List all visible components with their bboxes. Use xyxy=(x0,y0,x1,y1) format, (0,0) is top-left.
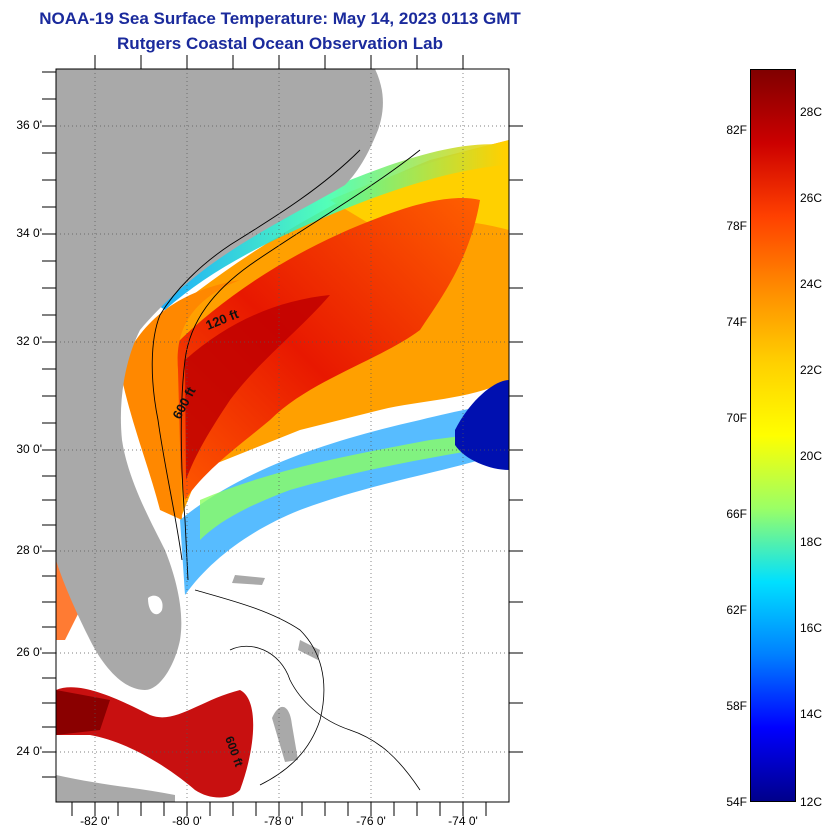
lat-label-30: 30 0' xyxy=(16,442,42,456)
colorbar-label-12c: 12C xyxy=(800,795,823,809)
lon-label-76: -76 0' xyxy=(356,814,386,828)
gulf-stream-hot-core xyxy=(185,295,330,480)
colorbar-label-58f: 58F xyxy=(726,699,747,713)
lon-label-74: -74 0' xyxy=(448,814,478,828)
contour-120ft xyxy=(151,149,361,561)
land-grand-bahama xyxy=(232,575,265,585)
cold-eddy xyxy=(455,380,509,470)
gulf-stream-core xyxy=(174,198,480,500)
lon-label-82: -82 0' xyxy=(80,814,110,828)
temperature-colorbar xyxy=(750,69,796,802)
plot-frame xyxy=(55,68,510,803)
land-cuba xyxy=(56,775,175,802)
colorbar-label-22c: 22C xyxy=(800,363,823,377)
map-subtitle: Rutgers Coastal Ocean Observation Lab xyxy=(117,34,443,53)
colorbar-label-20c: 20C xyxy=(800,449,823,463)
lat-label-36: 36 0' xyxy=(16,118,42,132)
colorbar-label-24c: 24C xyxy=(800,277,823,291)
colorbar-label-74f: 74F xyxy=(726,315,747,329)
colorbar-label-26c: 26C xyxy=(800,191,823,205)
contour-bahamas-bank xyxy=(229,645,421,791)
lon-label-80: -80 0' xyxy=(172,814,202,828)
lat-label-34: 34 0' xyxy=(16,226,42,240)
colorbar-label-18c: 18C xyxy=(800,535,823,549)
lake-okeechobee xyxy=(148,595,163,615)
gulf-warm-core xyxy=(56,690,110,735)
colorbar-label-28c: 28C xyxy=(800,105,823,119)
lat-label-26: 26 0' xyxy=(16,645,42,659)
colorbar-label-82f: 82F xyxy=(726,123,747,137)
colorbar-label-70f: 70F xyxy=(726,411,747,425)
land-abaco xyxy=(298,640,320,660)
colorbar-label-62f: 62F xyxy=(726,603,747,617)
map-title: NOAA-19 Sea Surface Temperature: May 14,… xyxy=(39,9,521,28)
contour-600ft xyxy=(180,149,421,581)
colorbar-label-78f: 78F xyxy=(726,219,747,233)
green-front xyxy=(200,430,509,540)
colorbar-label-14c: 14C xyxy=(800,707,823,721)
colorbar-label-54f: 54F xyxy=(726,795,747,809)
lat-label-24: 24 0' xyxy=(16,744,42,758)
lat-label-32: 32 0' xyxy=(16,334,42,348)
lat-label-28: 28 0' xyxy=(16,543,42,557)
shelf-warm-water xyxy=(120,280,240,520)
land-southeast-us xyxy=(56,69,383,690)
contour-bahamas xyxy=(194,589,325,786)
colorbar-label-16c: 16C xyxy=(800,621,823,635)
axis-ticks xyxy=(42,55,523,816)
florida-straits-warm xyxy=(56,687,254,798)
land-andros xyxy=(272,706,298,762)
cool-coastal-band xyxy=(150,144,505,310)
colorbar-label-66f: 66F xyxy=(726,507,747,521)
lon-label-78: -78 0' xyxy=(264,814,294,828)
